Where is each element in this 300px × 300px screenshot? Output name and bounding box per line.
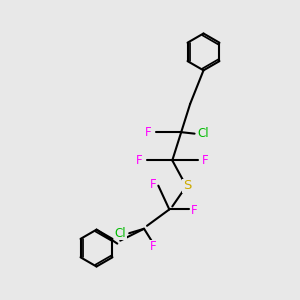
Text: F: F xyxy=(150,240,156,253)
Text: S: S xyxy=(183,179,191,192)
Text: Cl: Cl xyxy=(115,227,126,240)
Text: F: F xyxy=(145,126,152,139)
Text: F: F xyxy=(136,154,143,167)
Text: F: F xyxy=(202,154,208,167)
Text: F: F xyxy=(150,178,156,191)
Text: Cl: Cl xyxy=(198,127,209,140)
Text: F: F xyxy=(191,204,198,218)
